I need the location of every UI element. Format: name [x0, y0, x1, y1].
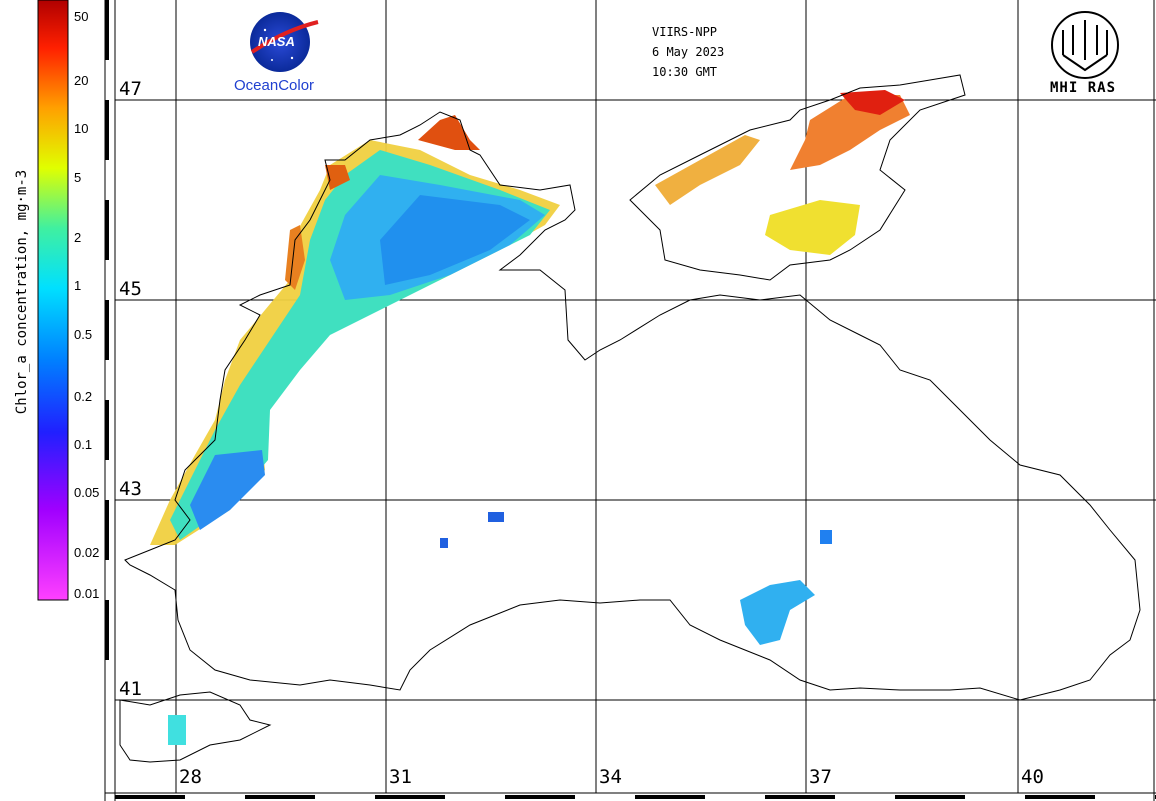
- azov-coast: [629, 74, 966, 281]
- colorbar-tick: 0.05: [74, 485, 100, 500]
- longitude-label: 37: [809, 766, 832, 788]
- colorbar-tick: 0.2: [74, 389, 93, 404]
- latitude-label: 47: [119, 78, 142, 100]
- latitude-label: 45: [119, 278, 142, 300]
- coastline: [124, 111, 1141, 701]
- colorbar-tick: 2: [74, 230, 82, 245]
- colorbar-tick: 50: [74, 9, 89, 24]
- colorbar-tick: 0.1: [74, 437, 93, 452]
- longitude-label: 34: [599, 766, 622, 788]
- graticule: [115, 0, 1156, 793]
- nasa-wordmark: NASA: [258, 34, 295, 49]
- colorbar-tick: 20: [74, 73, 89, 88]
- colorbar-tick: 0.5: [74, 327, 93, 342]
- colorbar-tick: 0.01: [74, 586, 100, 601]
- latitude-label: 41: [119, 678, 142, 700]
- latitude-label: 43: [119, 478, 142, 500]
- longitude-label: 28: [179, 766, 202, 788]
- mhi-ras-label: MHI RAS: [1050, 80, 1117, 96]
- colorbar-tick: 10: [74, 121, 89, 136]
- colorbar-tick: 1: [74, 278, 82, 293]
- date-label: 6 May 2023: [652, 45, 725, 59]
- colorbar-title: Chlor_a concentration, mg·m-3: [14, 169, 30, 415]
- time-label: 10:30 GMT: [652, 65, 718, 79]
- colorbar-tick: 0.02: [74, 545, 100, 560]
- nasa-meatball-icon: [250, 12, 319, 72]
- chlorophyll-azov: [655, 90, 910, 255]
- sensor-label: VIIRS-NPP: [652, 25, 718, 39]
- colorbar-tick: 5: [74, 170, 82, 185]
- colorbar: [37, 0, 69, 601]
- chlorophyll-nw-shelf: [150, 115, 560, 545]
- longitude-label: 40: [1021, 766, 1044, 788]
- mhi-ras-emblem-icon: [1051, 11, 1119, 79]
- chlorophyll-south: [168, 512, 832, 745]
- oceancolor-label: OceanColor: [234, 77, 315, 94]
- marmara-coast: [119, 691, 272, 763]
- longitude-label: 31: [389, 766, 412, 788]
